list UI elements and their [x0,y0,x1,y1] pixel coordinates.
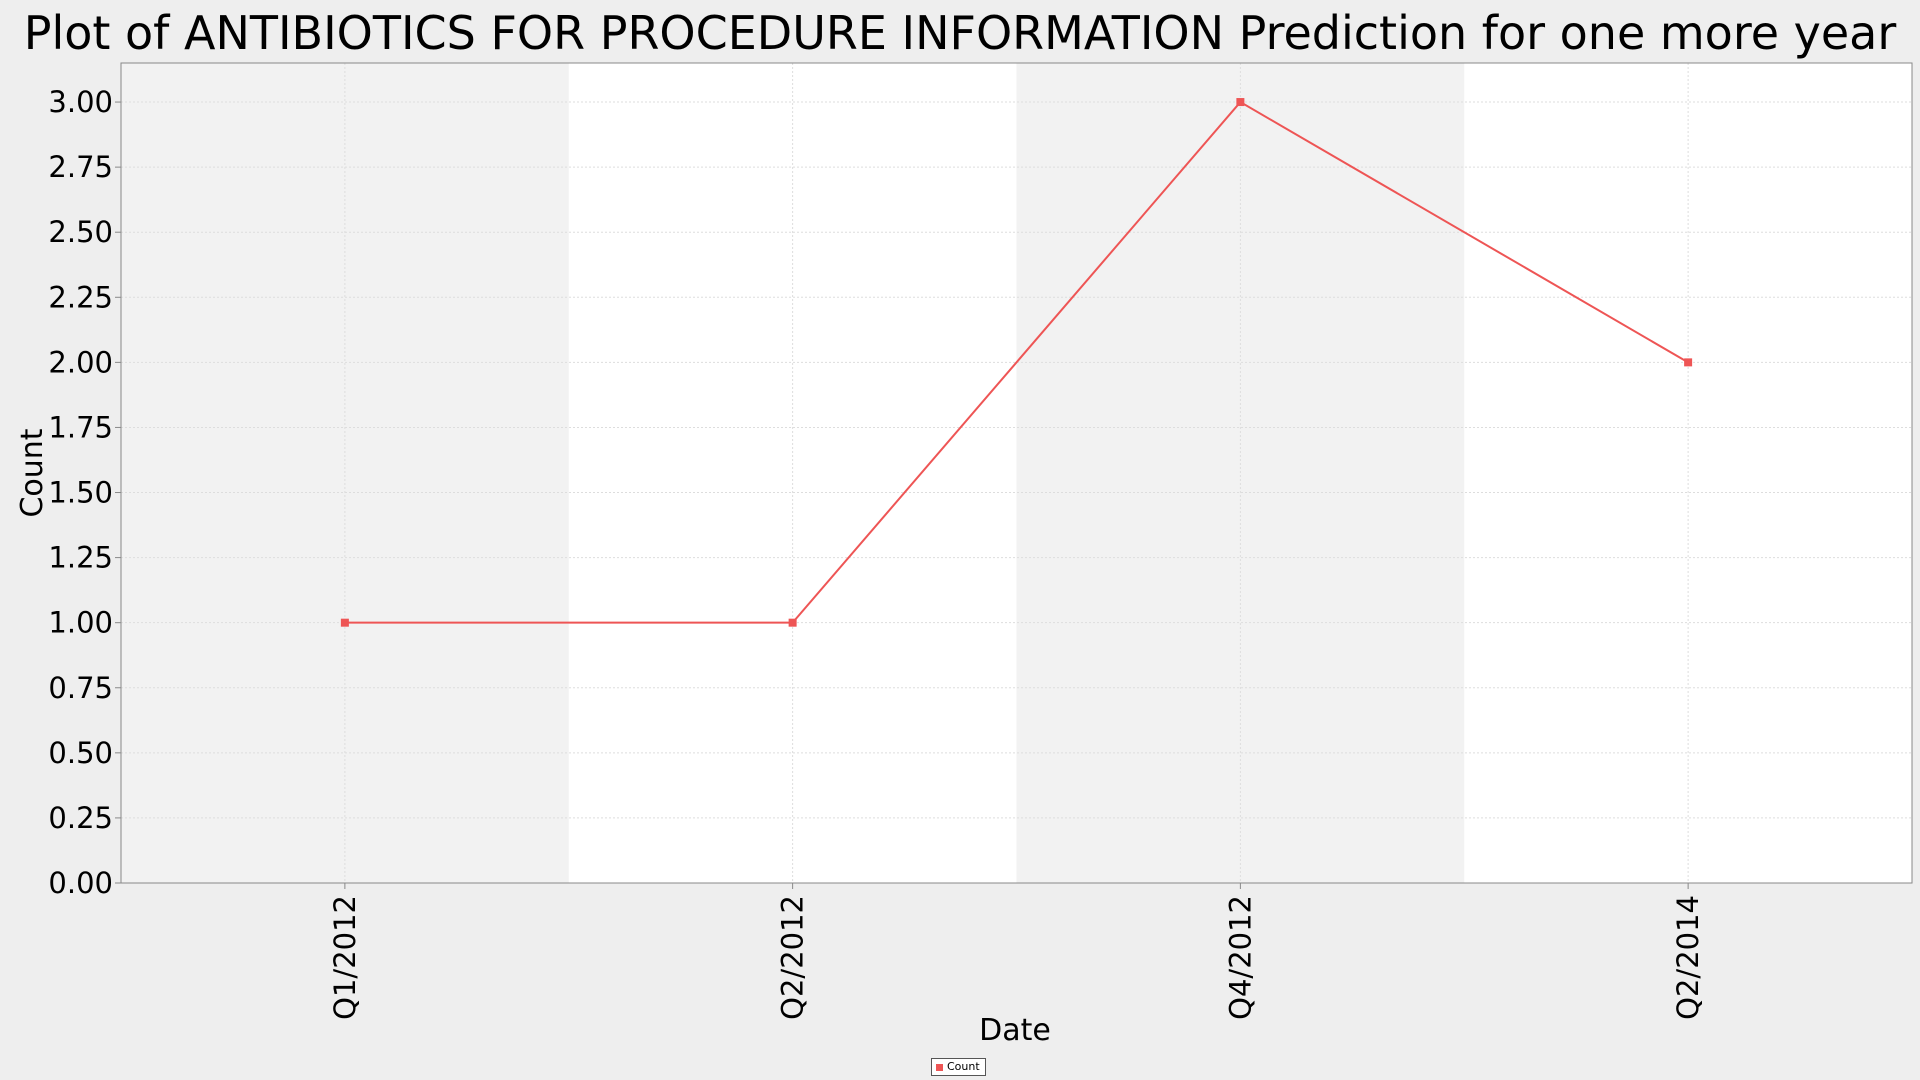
y-tick-label: 0.50 [48,736,113,770]
data-point [788,618,797,627]
axes [115,62,1913,889]
data-point [340,618,349,627]
chart-title: Plot of ANTIBIOTICS FOR PROCEDURE INFORM… [23,6,1897,60]
y-axis-label: Count [15,428,50,517]
y-tick-label: 2.00 [48,345,113,379]
y-tick-label: 1.00 [48,606,113,640]
x-tick-labels: Q1/2012 Q2/2012 Q4/2012 Q2/2014 [328,895,1705,1020]
y-tick-label: 2.50 [48,215,113,249]
x-tick-label: Q4/2012 [1223,895,1257,1020]
y-tick-label: 1.75 [48,410,113,444]
plot-frame [120,62,1913,884]
x-axis-label: Date [979,1013,1051,1048]
data-point [1236,98,1245,107]
series-layer [340,98,1693,627]
y-tick-label: 1.50 [48,476,113,510]
y-tick-label: 2.25 [48,280,113,314]
y-tick-labels: 0.00 0.25 0.50 0.75 1.00 1.25 1.50 1.75 2.00 2.25… [48,85,113,900]
legend-swatch-marker [936,1063,943,1071]
y-tick-label: 0.25 [48,801,113,835]
series-line [344,100,1689,624]
x-tick-label: Q2/2012 [776,895,810,1020]
y-tick-label: 0.75 [48,671,113,705]
y-tick-label: 2.75 [48,150,113,184]
y-tick-label: 1.25 [48,541,113,575]
legend-label: Count [947,1060,980,1073]
data-point [1684,358,1693,367]
x-tick-label: Q2/2014 [1671,895,1705,1020]
legend: Count [931,1058,986,1076]
x-tick-label: Q1/2012 [328,895,362,1020]
y-tick-label: 3.00 [48,85,113,119]
category-bands [121,63,1912,883]
y-tick-label: 0.00 [48,866,113,900]
gridlines [121,63,1912,884]
